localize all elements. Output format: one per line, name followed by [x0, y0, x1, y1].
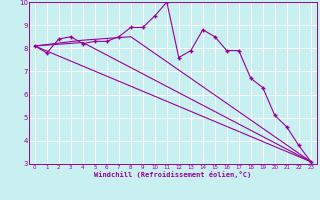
X-axis label: Windchill (Refroidissement éolien,°C): Windchill (Refroidissement éolien,°C): [94, 171, 252, 178]
